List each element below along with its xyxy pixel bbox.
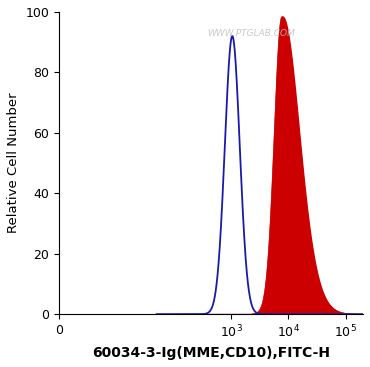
Y-axis label: Relative Cell Number: Relative Cell Number — [7, 93, 20, 233]
X-axis label: 60034-3-Ig(MME,CD10),FITC-H: 60034-3-Ig(MME,CD10),FITC-H — [92, 346, 330, 360]
Text: WWW.PTGLAB.COM: WWW.PTGLAB.COM — [207, 29, 295, 37]
